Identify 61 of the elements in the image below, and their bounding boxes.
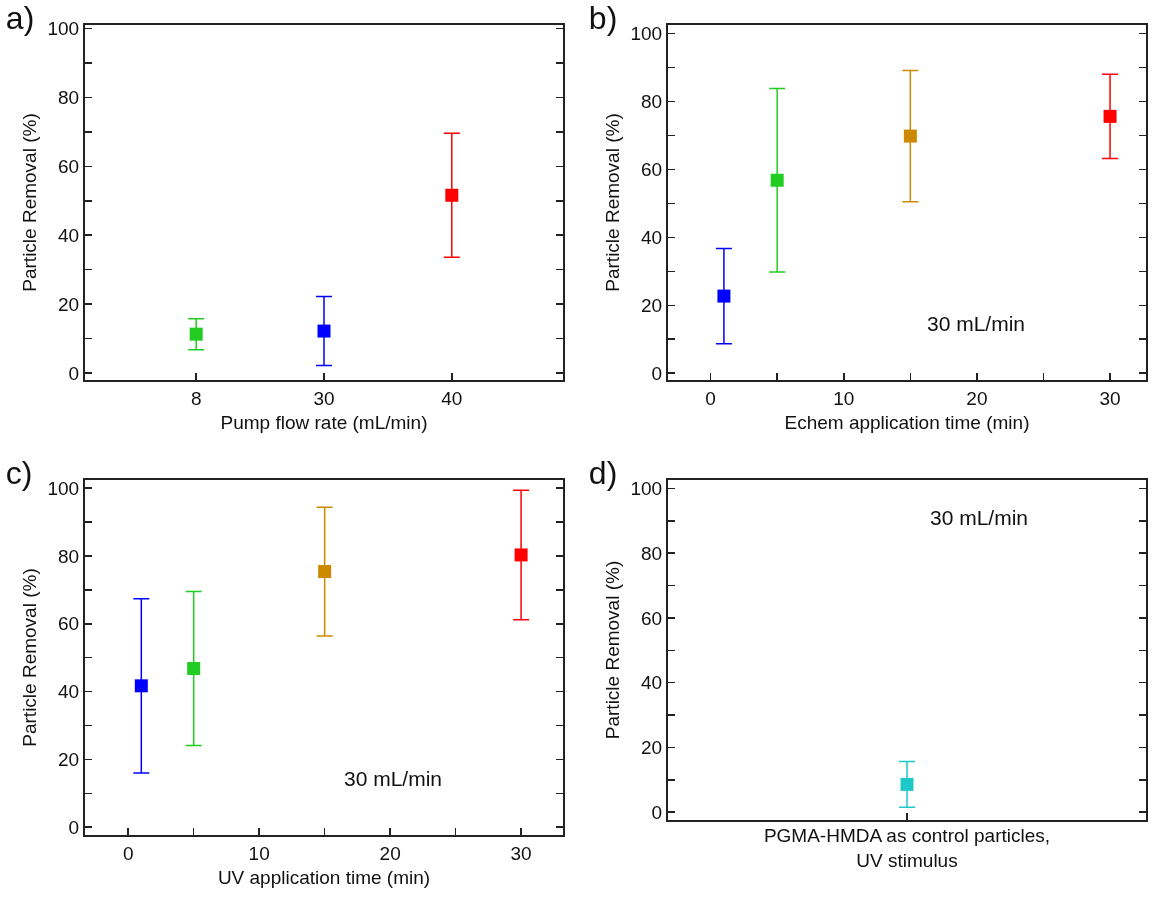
y-tick-label: 100	[47, 477, 80, 499]
y-tick-label: 0	[68, 816, 80, 838]
y-tick-label: 40	[58, 224, 80, 246]
point	[189, 327, 203, 341]
y-tick-label: 80	[641, 91, 663, 113]
x-tick-label: 20	[966, 387, 988, 409]
x-tick-label: 10	[248, 842, 270, 864]
y-tick-label: 40	[641, 672, 663, 694]
y-tick-label: 60	[641, 159, 663, 181]
y-tick-label: 40	[58, 681, 80, 703]
x-axis-title: UV application time (min)	[217, 867, 431, 889]
point	[514, 548, 528, 562]
x-tick-label: 30	[510, 842, 532, 864]
y-tick-label: 100	[630, 23, 663, 45]
y-tick-label: 0	[651, 801, 663, 823]
y-tick-label: 0	[651, 362, 663, 384]
x-axis-title: PGMA-HMDA as control particles, UV stimulus	[763, 825, 1051, 871]
chart-title: b)	[588, 0, 618, 37]
point	[717, 289, 731, 303]
point	[187, 662, 201, 676]
annotation: 30 mL/min	[344, 767, 443, 790]
y-tick-label: 20	[641, 737, 663, 759]
chart-title: c)	[5, 455, 33, 492]
y-tick-label: 80	[641, 542, 663, 564]
y-axis-title: Particle Removal (%)	[18, 113, 40, 292]
y-tick-label: 60	[58, 613, 80, 635]
x-tick-label: 40	[441, 387, 463, 409]
point	[318, 565, 332, 579]
y-axis-title: Particle Removal (%)	[601, 113, 623, 292]
y-tick-label: 20	[58, 749, 80, 771]
point	[1103, 109, 1117, 123]
x-axis-title: Pump flow rate (mL/min)	[220, 412, 428, 434]
point	[770, 173, 784, 187]
x-tick-label: 10	[833, 387, 855, 409]
point	[134, 679, 148, 693]
annotation: 30 mL/min	[927, 312, 1026, 335]
x-tick-label: 8	[190, 387, 202, 409]
y-tick-label: 60	[641, 607, 663, 629]
y-tick-label: 20	[641, 294, 663, 316]
x-axis-title: Echem application time (min)	[784, 412, 1030, 434]
chart-title: a)	[5, 0, 35, 37]
y-tick-label: 20	[58, 293, 80, 315]
point	[445, 188, 459, 202]
x-tick-label: 0	[705, 387, 716, 409]
x-tick-label: 30	[1099, 387, 1121, 409]
y-tick-label: 40	[641, 226, 663, 248]
annotation: 30 mL/min	[930, 506, 1029, 529]
y-tick-label: 100	[630, 478, 663, 500]
y-tick-label: 80	[58, 87, 80, 109]
y-axis-title: Particle Removal (%)	[601, 560, 623, 740]
x-tick-label: 0	[122, 842, 134, 864]
point	[317, 324, 331, 338]
chart-title: d)	[588, 455, 618, 492]
y-tick-label: 0	[68, 362, 80, 384]
y-axis-title: Particle Removal (%)	[18, 568, 40, 747]
y-tick-label: 100	[47, 18, 80, 40]
x-tick-label: 30	[313, 387, 335, 409]
y-tick-label: 80	[58, 545, 80, 567]
y-tick-label: 60	[58, 155, 80, 177]
x-tick-label: 20	[379, 842, 401, 864]
point	[903, 129, 917, 143]
